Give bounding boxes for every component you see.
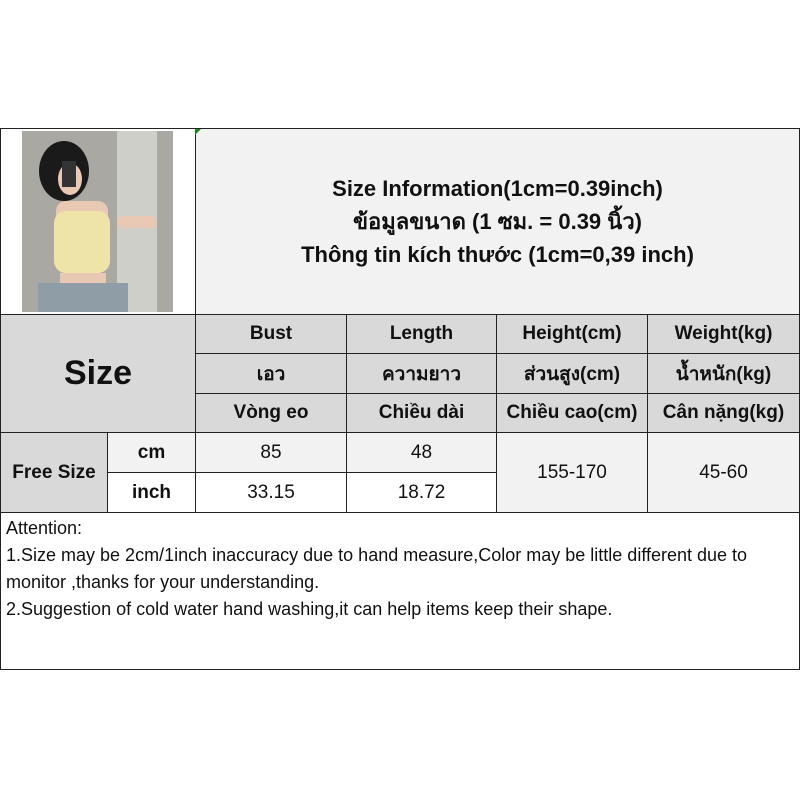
unit-cm: cm xyxy=(107,432,196,473)
header-height-en: Height(cm) xyxy=(496,314,648,354)
header-length-en: Length xyxy=(346,314,497,354)
bust-inch: 33.15 xyxy=(195,472,347,513)
header-length-vi: Chiều dài xyxy=(346,393,497,433)
height-value: 155-170 xyxy=(496,432,648,513)
header-bust-th: เอว xyxy=(195,353,347,394)
length-inch: 18.72 xyxy=(346,472,497,513)
attention-line: 1.Size may be 2cm/1inch inaccuracy due t… xyxy=(6,545,748,592)
attention-line: 2.Suggestion of cold water hand washing,… xyxy=(6,599,613,619)
size-info-title: Size Information(1cm=0.39inch) ข้อมูลขนา… xyxy=(195,128,800,315)
size-header: Size xyxy=(0,314,196,433)
title-thai: ข้อมูลขนาด (1 ซม. = 0.39 นิ้ว) xyxy=(352,209,642,234)
header-height-th: ส่วนสูง(cm) xyxy=(496,353,648,394)
size-label: Size xyxy=(63,354,133,392)
header-bust-vi: Vòng eo xyxy=(195,393,347,433)
header-weight-en: Weight(kg) xyxy=(647,314,800,354)
header-height-vi: Chiều cao(cm) xyxy=(496,393,648,433)
title-english: Size Information(1cm=0.39inch) xyxy=(332,176,663,201)
attention-notes: Attention: 1.Size may be 2cm/1inch inacc… xyxy=(0,512,800,670)
free-size-label: Free Size xyxy=(0,432,108,513)
length-cm: 48 xyxy=(346,432,497,473)
header-weight-vi: Cân nặng(kg) xyxy=(647,393,800,433)
title-vietnamese: Thông tin kích thước (1cm=0,39 inch) xyxy=(301,242,694,267)
header-bust-en: Bust xyxy=(195,314,347,354)
weight-value: 45-60 xyxy=(647,432,800,513)
unit-inch: inch xyxy=(107,472,196,513)
corner-marker xyxy=(195,129,201,135)
product-photo xyxy=(22,131,173,312)
bust-cm: 85 xyxy=(195,432,347,473)
attention-heading: Attention: xyxy=(6,518,83,538)
header-weight-th: น้ำหนัก(kg) xyxy=(647,353,800,394)
header-length-th: ความยาว xyxy=(346,353,497,394)
